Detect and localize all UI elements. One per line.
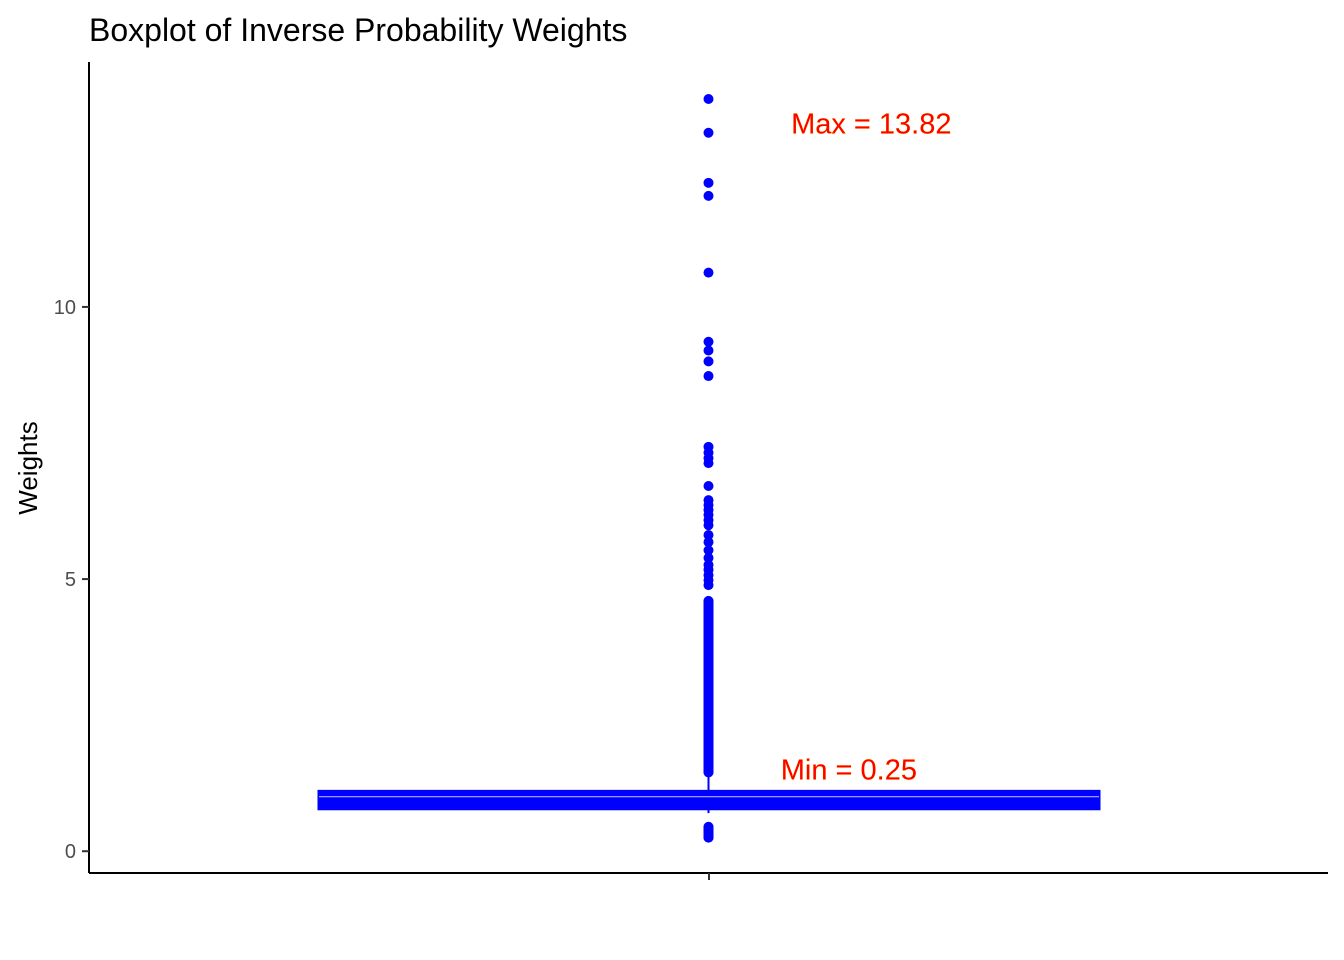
outlier-point bbox=[703, 580, 714, 591]
outlier-point bbox=[703, 481, 714, 492]
outlier-point bbox=[703, 371, 714, 382]
max-annotation: Max = 13.82 bbox=[791, 109, 951, 141]
outlier-point bbox=[703, 596, 714, 607]
chart-title: Boxplot of Inverse Probability Weights bbox=[89, 12, 627, 48]
outlier-point bbox=[703, 545, 714, 556]
outlier-point bbox=[703, 537, 714, 548]
outlier-point bbox=[703, 177, 714, 188]
outlier-point bbox=[703, 552, 714, 563]
outlier-point bbox=[703, 520, 714, 531]
y-tick-label: 10 bbox=[54, 297, 76, 319]
outlier-point bbox=[703, 190, 714, 201]
outlier-point bbox=[703, 267, 714, 278]
y-tick-label: 0 bbox=[65, 841, 76, 863]
outlier-point bbox=[703, 822, 714, 833]
outlier-point bbox=[703, 356, 714, 367]
outlier-point bbox=[703, 458, 714, 469]
y-axis-label: Weights bbox=[13, 421, 43, 514]
outlier-point bbox=[703, 529, 714, 540]
outlier-point bbox=[703, 94, 714, 105]
outlier-point bbox=[703, 336, 714, 347]
outlier-point bbox=[703, 127, 714, 138]
y-tick-label: 5 bbox=[65, 569, 76, 591]
min-annotation: Min = 0.25 bbox=[781, 755, 917, 787]
outlier-point bbox=[703, 345, 714, 356]
box bbox=[317, 789, 1101, 811]
